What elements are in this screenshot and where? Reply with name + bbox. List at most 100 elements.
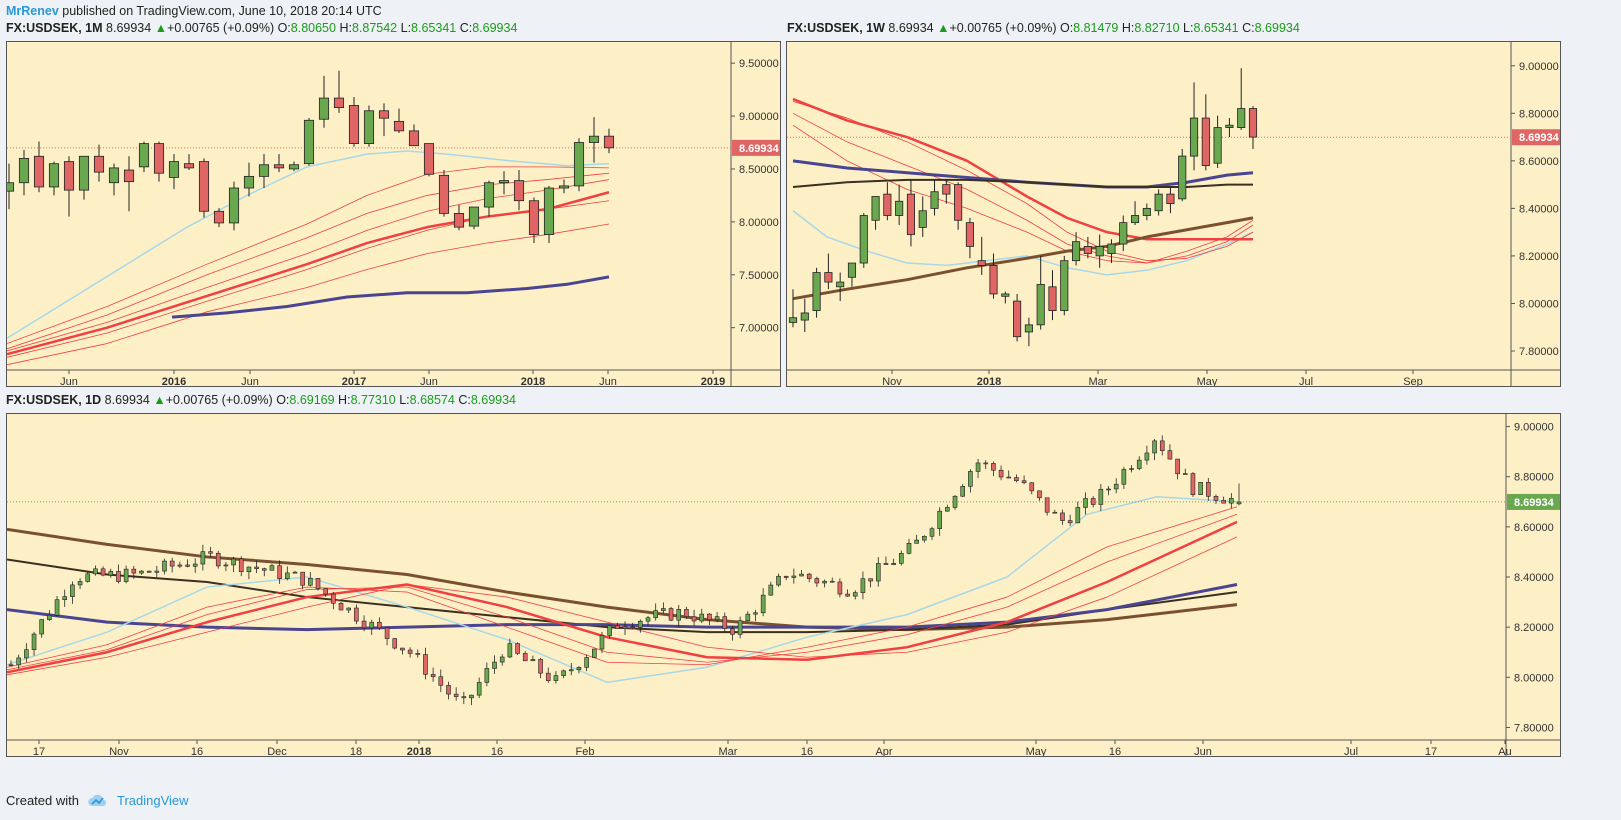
- up-arrow-icon: ▲: [153, 393, 166, 407]
- monthly-chart[interactable]: 9.50000 9.00000 8.50000 8.00000 7.50000 7.000…: [7, 42, 781, 387]
- up-candle: [346, 607, 352, 611]
- up-candle: [929, 528, 935, 537]
- down-candle: [515, 643, 520, 654]
- down-candle: [331, 593, 336, 604]
- y-tick-label: 8.80000: [1519, 108, 1559, 120]
- ma-red-thin: [7, 172, 610, 350]
- down-candle: [1166, 193, 1175, 205]
- down-candle: [1044, 497, 1050, 513]
- down-candle: [691, 616, 697, 622]
- y-tick-label: 8.60000: [1519, 156, 1559, 168]
- last-price-label: 8.69934: [1519, 132, 1560, 144]
- up-candle: [200, 551, 206, 565]
- up-candle: [1083, 498, 1088, 508]
- monthly-chart-pane[interactable]: 9.50000 9.00000 8.50000 8.00000 7.50000 7.000…: [6, 41, 781, 387]
- open-value: 8.69169: [289, 393, 335, 407]
- up-candle: [123, 568, 129, 582]
- ma-light-blue: [7, 150, 610, 339]
- up-candle: [1237, 108, 1246, 128]
- up-candle: [154, 570, 160, 573]
- high-value: 8.87542: [351, 21, 398, 35]
- x-tick-label: May: [1026, 746, 1047, 757]
- up-candle: [47, 614, 52, 620]
- up-candle: [1236, 501, 1242, 505]
- up-candle: [177, 564, 183, 567]
- ma-red-thin: [7, 513, 1238, 671]
- change-value: +0.00765 (+0.09%): [165, 393, 273, 407]
- last-price-label: 8.69934: [1514, 497, 1555, 509]
- x-tick-label: Jul: [1344, 746, 1358, 757]
- last-price: 8.69934: [888, 21, 934, 35]
- down-candle: [100, 568, 106, 576]
- down-candle: [1090, 498, 1096, 505]
- down-candle: [393, 120, 405, 132]
- down-candle: [538, 659, 543, 674]
- down-candle: [883, 193, 892, 216]
- x-tick-label: Au: [1498, 746, 1511, 757]
- last-price-label-bg: [1512, 129, 1560, 146]
- up-candle: [1106, 488, 1111, 491]
- up-candle: [108, 167, 120, 184]
- down-candle: [1167, 450, 1173, 460]
- ma-red-thin: [792, 101, 1254, 262]
- down-candle: [93, 155, 105, 173]
- down-candle: [63, 161, 75, 191]
- up-candle: [308, 578, 313, 586]
- daily-chart[interactable]: 9.00000 8.80000 8.60000 8.40000 8.20000 8.000…: [7, 414, 1561, 757]
- x-tick-label: Jun: [1194, 746, 1212, 757]
- up-candle: [852, 592, 858, 597]
- up-candle: [318, 97, 330, 120]
- x-tick-label: Sep: [1403, 376, 1423, 387]
- down-candle: [323, 588, 328, 595]
- monthly-header: FX:USDSEK, 1M 8.69934 ▲+0.00765 (+0.09%)…: [6, 21, 518, 35]
- last-price-label-bg: [732, 139, 780, 156]
- up-candle: [24, 649, 29, 659]
- up-candle: [1098, 488, 1104, 505]
- created-with-label: Created with: [6, 793, 79, 808]
- y-tick-label: 9.00000: [1514, 422, 1554, 434]
- weekly-chart-pane[interactable]: 9.00000 8.80000 8.60000 8.40000 8.20000 8.000…: [786, 41, 1561, 387]
- y-tick-label: 7.00000: [739, 323, 779, 335]
- symbol-label: FX:USDSEK, 1D: [6, 393, 102, 407]
- down-candle: [430, 674, 436, 678]
- down-candle: [1206, 482, 1211, 497]
- ma-brown: [7, 527, 1238, 632]
- up-candle: [895, 200, 904, 216]
- down-candle: [1083, 246, 1092, 254]
- down-candle: [348, 105, 360, 144]
- up-candle: [836, 281, 845, 288]
- down-candle: [453, 213, 465, 228]
- up-candle: [622, 626, 628, 629]
- up-candle: [258, 164, 270, 177]
- daily-chart-pane[interactable]: 9.00000 8.80000 8.60000 8.40000 8.20000 8.000…: [6, 413, 1561, 757]
- down-candle: [906, 193, 916, 235]
- down-candle: [300, 571, 305, 586]
- tradingview-link[interactable]: TradingView: [116, 793, 189, 808]
- up-candle: [54, 599, 60, 616]
- author-name[interactable]: MrRenev: [6, 4, 59, 18]
- up-candle: [18, 157, 30, 184]
- up-candle: [1121, 469, 1127, 485]
- x-tick-label: 16: [1109, 746, 1121, 757]
- x-tick-label: Feb: [576, 746, 595, 757]
- x-tick-label: Nov: [882, 376, 902, 387]
- last-price: 8.69934: [104, 393, 150, 407]
- up-candle: [243, 175, 255, 189]
- up-candle: [139, 570, 144, 574]
- down-candle: [722, 616, 728, 629]
- down-candle: [33, 155, 45, 188]
- close-value: 8.69934: [470, 393, 517, 407]
- up-candle: [483, 182, 495, 208]
- up-candle: [246, 566, 252, 573]
- up-candle: [70, 584, 75, 597]
- up-candle: [492, 661, 497, 669]
- weekly-chart[interactable]: 9.00000 8.80000 8.60000 8.40000 8.20000 8.000…: [787, 42, 1561, 387]
- up-candle: [469, 694, 474, 699]
- up-candle: [228, 187, 240, 224]
- x-tick-label: 2017: [342, 376, 366, 387]
- down-candle: [169, 560, 175, 567]
- up-candle: [573, 142, 585, 187]
- close-value: 8.69934: [1254, 21, 1300, 35]
- y-tick-label: 7.50000: [739, 270, 779, 282]
- up-candle: [269, 565, 275, 571]
